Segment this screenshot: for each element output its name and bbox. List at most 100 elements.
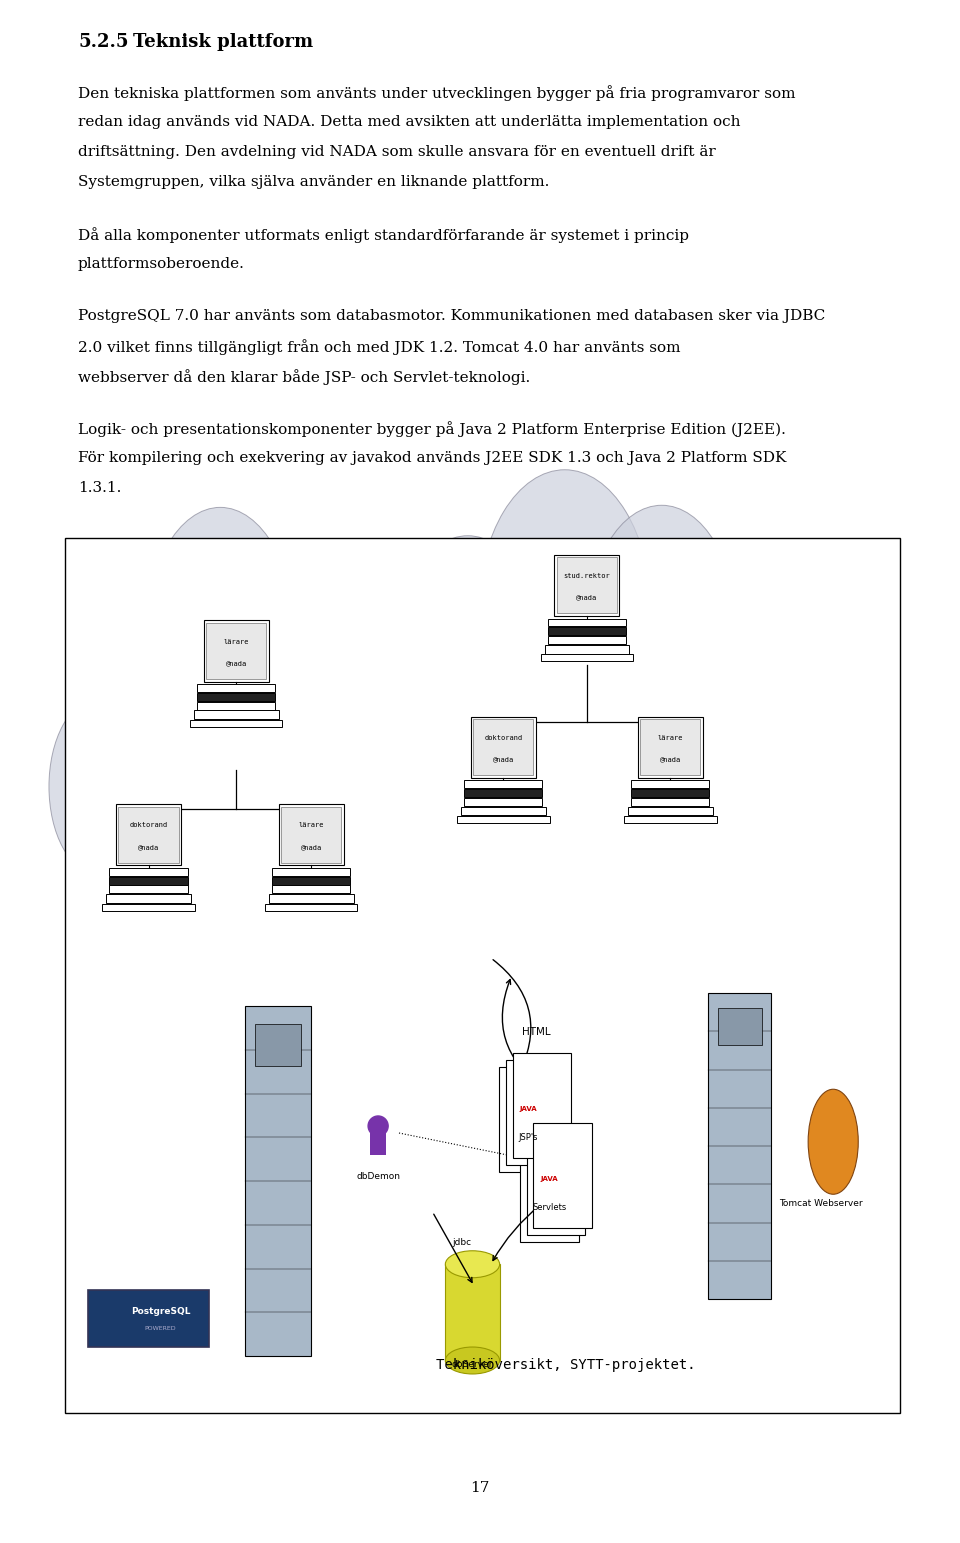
Text: Då alla komponenter utformats enligt standardförfarande är systemet i princip: Då alla komponenter utformats enligt sta… [78, 227, 689, 242]
Text: 1.3.1.: 1.3.1. [78, 481, 121, 495]
Text: @nada: @nada [226, 660, 247, 667]
Text: @nada: @nada [660, 756, 681, 762]
FancyBboxPatch shape [204, 620, 269, 682]
FancyBboxPatch shape [273, 886, 350, 893]
FancyBboxPatch shape [109, 867, 187, 876]
FancyBboxPatch shape [116, 804, 181, 866]
Text: @nada: @nada [492, 756, 514, 762]
FancyBboxPatch shape [557, 557, 617, 614]
FancyBboxPatch shape [632, 788, 709, 798]
Ellipse shape [68, 569, 202, 810]
FancyBboxPatch shape [269, 893, 353, 903]
Text: Logik- och presentationskomponenter bygger på Java 2 Platform Enterprise Edition: Logik- och presentationskomponenter bygg… [78, 421, 786, 437]
Ellipse shape [371, 673, 479, 855]
Ellipse shape [479, 469, 651, 755]
FancyBboxPatch shape [548, 628, 626, 636]
FancyBboxPatch shape [554, 554, 619, 616]
FancyBboxPatch shape [109, 876, 187, 884]
Text: HTML: HTML [522, 1028, 551, 1037]
FancyBboxPatch shape [118, 807, 179, 863]
FancyBboxPatch shape [718, 1008, 761, 1045]
FancyBboxPatch shape [624, 816, 716, 824]
Text: jdbc: jdbc [452, 1237, 471, 1247]
FancyBboxPatch shape [548, 619, 626, 626]
FancyBboxPatch shape [457, 816, 549, 824]
FancyBboxPatch shape [632, 781, 709, 788]
Text: JSP's: JSP's [518, 1133, 539, 1142]
FancyBboxPatch shape [470, 716, 536, 778]
FancyBboxPatch shape [197, 693, 276, 701]
Text: doktorand: doktorand [484, 734, 522, 741]
FancyBboxPatch shape [534, 1123, 592, 1228]
Text: dbServer: dbServer [452, 1361, 493, 1369]
FancyBboxPatch shape [708, 994, 771, 1299]
FancyBboxPatch shape [461, 807, 545, 815]
FancyBboxPatch shape [473, 719, 534, 775]
Text: JAVA: JAVA [540, 1176, 558, 1182]
FancyArrowPatch shape [434, 1214, 472, 1282]
Text: @nada: @nada [576, 594, 597, 600]
Ellipse shape [445, 1251, 499, 1278]
Text: lärare: lärare [224, 639, 249, 645]
FancyBboxPatch shape [265, 904, 357, 910]
Text: JAVA: JAVA [519, 1105, 538, 1111]
FancyBboxPatch shape [273, 867, 350, 876]
Text: 2.0 vilket finns tillgängligt från och med JDK 1.2. Tomcat 4.0 har använts som: 2.0 vilket finns tillgängligt från och m… [78, 339, 681, 355]
Text: PostgreSQL: PostgreSQL [131, 1307, 190, 1316]
Ellipse shape [403, 622, 762, 926]
FancyBboxPatch shape [109, 886, 187, 893]
FancyBboxPatch shape [107, 893, 191, 903]
FancyBboxPatch shape [278, 804, 344, 866]
Ellipse shape [49, 701, 144, 873]
Ellipse shape [445, 1347, 499, 1373]
FancyBboxPatch shape [103, 904, 195, 910]
FancyBboxPatch shape [465, 788, 542, 798]
FancyBboxPatch shape [548, 636, 626, 643]
FancyBboxPatch shape [445, 1264, 499, 1361]
FancyArrowPatch shape [531, 1145, 541, 1157]
Text: @nada: @nada [138, 844, 159, 850]
FancyBboxPatch shape [499, 1068, 558, 1173]
FancyBboxPatch shape [527, 1131, 586, 1236]
FancyBboxPatch shape [628, 807, 712, 815]
Text: plattformsoberoende.: plattformsoberoende. [78, 258, 245, 272]
Text: driftsättning. Den avdelning vid NADA som skulle ansvara för en eventuell drift : driftsättning. Den avdelning vid NADA so… [78, 145, 716, 159]
FancyBboxPatch shape [254, 1023, 301, 1066]
FancyBboxPatch shape [197, 684, 276, 691]
Text: 17: 17 [470, 1481, 490, 1495]
Text: Servlets: Servlets [532, 1204, 566, 1211]
Text: dbDemon: dbDemon [356, 1173, 400, 1182]
Ellipse shape [239, 542, 372, 782]
FancyBboxPatch shape [513, 1054, 571, 1159]
FancyBboxPatch shape [190, 721, 282, 727]
FancyBboxPatch shape [640, 719, 701, 775]
FancyBboxPatch shape [632, 798, 709, 805]
FancyBboxPatch shape [544, 645, 629, 654]
FancyBboxPatch shape [87, 1290, 209, 1347]
Ellipse shape [338, 744, 426, 926]
FancyArrowPatch shape [532, 1134, 542, 1146]
Text: Tekniköversikt, SYTT-projektet.: Tekniköversikt, SYTT-projektet. [436, 1358, 696, 1372]
Text: lärare: lärare [658, 734, 684, 741]
Text: @nada: @nada [300, 844, 322, 850]
FancyBboxPatch shape [465, 781, 542, 788]
Ellipse shape [78, 651, 395, 941]
FancyBboxPatch shape [197, 702, 276, 710]
Text: stud.rektor: stud.rektor [564, 572, 611, 579]
Text: webbserver då den klarar både JSP- och Servlet-teknologi.: webbserver då den klarar både JSP- och S… [78, 369, 530, 384]
FancyBboxPatch shape [540, 654, 633, 662]
Ellipse shape [144, 508, 297, 776]
Text: redan idag används vid NADA. Detta med avsikten att underlätta implementation oc: redan idag används vid NADA. Detta med a… [78, 116, 740, 130]
FancyArrowPatch shape [493, 1205, 540, 1261]
Ellipse shape [393, 535, 543, 790]
FancyBboxPatch shape [637, 716, 703, 778]
Text: lärare: lärare [299, 822, 324, 829]
Text: doktorand: doktorand [130, 822, 168, 829]
FancyBboxPatch shape [281, 807, 342, 863]
Text: Systemgruppen, vilka själva använder en liknande plattform.: Systemgruppen, vilka själva använder en … [78, 174, 549, 188]
FancyBboxPatch shape [206, 623, 266, 679]
Circle shape [368, 1116, 388, 1136]
Text: POWERED: POWERED [145, 1327, 177, 1332]
Text: För kompilering och exekvering av javakod används J2EE SDK 1.3 och Java 2 Platfo: För kompilering och exekvering av javako… [78, 451, 786, 464]
FancyBboxPatch shape [194, 710, 278, 719]
